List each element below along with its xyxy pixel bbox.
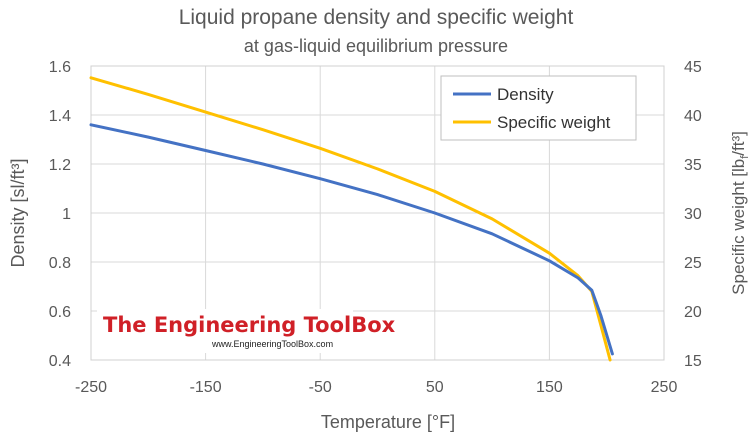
x-tick-label: 150 bbox=[536, 379, 563, 396]
right-y-tick-label: 15 bbox=[684, 353, 702, 370]
left-y-tick-label: 1.4 bbox=[49, 108, 71, 125]
left-y-tick-label: 0.4 bbox=[49, 353, 71, 370]
plot-area-border bbox=[90, 65, 665, 361]
left-y-tick-label: 1.6 bbox=[49, 59, 71, 76]
chart-title: Liquid propane density and specific weig… bbox=[178, 6, 574, 29]
legend-box bbox=[440, 75, 637, 141]
left-y-tick-label: 0.6 bbox=[49, 304, 71, 321]
legend: Density Specific weight bbox=[440, 75, 637, 141]
watermark-title: The Engineering ToolBox bbox=[103, 313, 396, 337]
right-y-tick-label: 35 bbox=[684, 157, 702, 174]
x-axis-label: Temperature [°F] bbox=[321, 412, 455, 432]
right-y-axis-label-sub: f bbox=[739, 155, 751, 159]
watermark-background bbox=[97, 309, 353, 353]
right-y-tick-label: 30 bbox=[684, 206, 702, 223]
right-y-tick-label: 25 bbox=[684, 255, 702, 272]
series-line-density bbox=[89, 123, 614, 356]
right-y-tick-labels: 15 20 25 30 35 40 45 bbox=[684, 59, 702, 370]
left-y-axis-label: Density [sl/ft³] bbox=[8, 158, 28, 267]
right-y-axis-label: Specific weight [lbf/ft³] bbox=[729, 131, 751, 295]
left-y-tick-label: 1 bbox=[62, 206, 71, 223]
x-tick-label: -50 bbox=[309, 379, 332, 396]
left-y-tick-label: 0.8 bbox=[49, 255, 71, 272]
left-y-tick-labels: 0.4 0.6 0.8 1 1.2 1.4 1.6 bbox=[49, 59, 71, 370]
series-lines bbox=[89, 76, 614, 362]
watermark-logo: The Engineering ToolBox www.EngineeringT… bbox=[97, 309, 396, 353]
right-y-tick-label: 20 bbox=[684, 304, 702, 321]
watermark-url: www.EngineeringToolBox.com bbox=[211, 339, 333, 349]
x-tick-label: 250 bbox=[651, 379, 678, 396]
right-y-axis-label-pre: Specific weight [lb bbox=[729, 159, 748, 295]
right-y-tick-label: 45 bbox=[684, 59, 702, 76]
x-tick-label: 50 bbox=[426, 379, 444, 396]
chart-subtitle: at gas-liquid equilibrium pressure bbox=[243, 36, 509, 56]
right-y-tick-label: 40 bbox=[684, 108, 702, 125]
x-tick-label: -150 bbox=[190, 379, 222, 396]
x-tick-labels: -250 -150 -50 50 150 250 bbox=[75, 379, 677, 396]
legend-label-density: Density bbox=[497, 85, 554, 104]
x-tick-label: -250 bbox=[75, 379, 107, 396]
left-y-tick-label: 1.2 bbox=[49, 157, 71, 174]
right-y-axis-label-post: /ft³] bbox=[729, 131, 748, 156]
legend-label-specific-weight: Specific weight bbox=[497, 113, 611, 132]
